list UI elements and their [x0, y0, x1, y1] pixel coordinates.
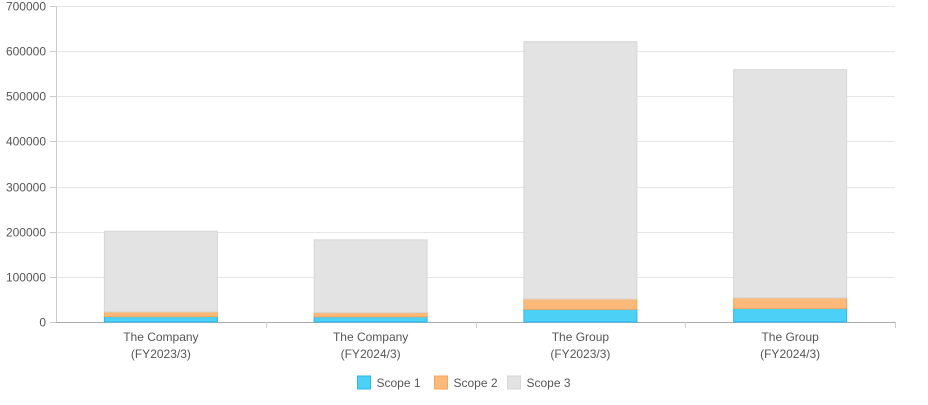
x-category-label: (FY2024/3) [341, 347, 401, 361]
bar-segment-scope-3[interactable] [103, 230, 218, 313]
bar-segment-scope-1[interactable] [733, 307, 848, 323]
bar-segment-scope-3[interactable] [733, 69, 848, 299]
legend: Scope 1 Scope 2 Scope 3 [357, 375, 571, 390]
y-tick-label: 0 [39, 316, 46, 330]
x-category-label: The Company [123, 330, 198, 344]
x-category-label: The Group [761, 330, 819, 344]
bar-segment-scope-2[interactable] [523, 298, 638, 310]
bar-segment-scope-1[interactable] [103, 316, 218, 323]
y-tick-label: 500000 [6, 90, 46, 104]
legend-label: Scope 2 [454, 376, 498, 390]
bars [103, 41, 848, 323]
x-category-label: The Group [552, 330, 610, 344]
y-tick-label: 300000 [6, 181, 46, 195]
bar-segment-scope-3[interactable] [523, 41, 638, 300]
x-category-label: The Company [333, 330, 408, 344]
legend-swatch [507, 375, 521, 390]
legend-item-scope-3[interactable]: Scope 3 [507, 375, 571, 390]
bar-segment-scope-3[interactable] [313, 239, 428, 314]
x-category-label: (FY2023/3) [550, 347, 610, 361]
bar-segment-scope-2[interactable] [313, 312, 428, 318]
y-axis-tick-labels: 0 100000 200000 300000 400000 500000 600000 700… [6, 0, 46, 330]
y-tick-label: 100000 [6, 271, 46, 285]
bar-segment-scope-1[interactable] [313, 316, 428, 323]
x-category-label: (FY2024/3) [760, 347, 820, 361]
legend-label: Scope 3 [527, 376, 571, 390]
bar-segment-scope-2[interactable] [103, 311, 218, 318]
bar-segment-scope-1[interactable] [523, 308, 638, 323]
y-tick-label: 700000 [6, 0, 46, 14]
legend-label: Scope 1 [377, 376, 421, 390]
bar-segment-scope-2[interactable] [733, 297, 848, 309]
legend-item-scope-2[interactable]: Scope 2 [434, 375, 498, 390]
legend-item-scope-1[interactable]: Scope 1 [357, 375, 421, 390]
y-tick-label: 400000 [6, 135, 46, 149]
x-axis-category-labels: The Company (FY2023/3) The Company (FY2024/… [123, 330, 820, 361]
x-category-label: (FY2023/3) [131, 347, 191, 361]
legend-swatch [434, 375, 448, 390]
y-tick-label: 600000 [6, 45, 46, 59]
legend-swatch [357, 375, 371, 390]
y-tick-label: 200000 [6, 226, 46, 240]
